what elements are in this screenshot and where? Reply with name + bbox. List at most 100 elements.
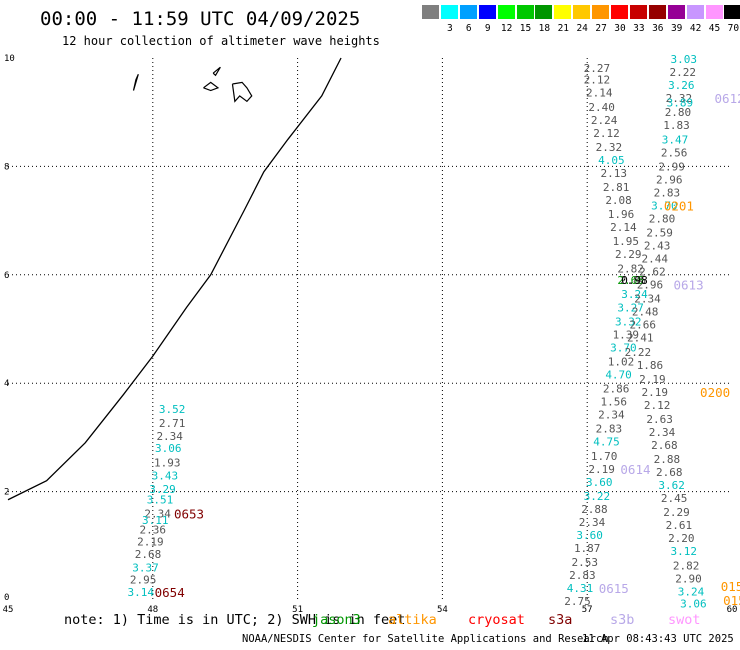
swh-value-label: 2.85 [620, 274, 647, 287]
lat-tick-label: 2 [4, 488, 9, 498]
swh-value-label: 2.90 [675, 572, 702, 585]
swh-value-label: 3.89 [667, 96, 694, 109]
swh-value-label: 3.06 [155, 442, 182, 455]
pass-time-marker: 0654 [155, 585, 185, 600]
pass-time-marker: 015 [723, 593, 740, 608]
swh-value-label: 2.34 [649, 426, 676, 439]
swh-value-label: 1.70 [591, 450, 618, 463]
swh-value-label: 2.32 [666, 92, 693, 105]
island-outline [203, 81, 220, 92]
legend-swatch [440, 5, 458, 19]
swh-value-label: 2.34 [144, 507, 171, 520]
pass-time-marker: 0200 [700, 385, 730, 400]
swh-value-label: 2.32 [596, 141, 623, 154]
swh-value-label: 3.24 [678, 585, 705, 598]
swh-value-label: 3.24 [621, 288, 648, 301]
swh-value-label: 3.22 [584, 490, 611, 503]
legend-label: 18 [538, 23, 551, 34]
swh-value-label: 2.53 [572, 556, 599, 569]
swh-value-label: 3.60 [586, 476, 613, 489]
swh-value-label: 3.70 [610, 341, 637, 354]
swh-value-label: 2.40 [588, 101, 615, 114]
swh-value-label: 1.39 [613, 328, 640, 341]
pass-time-marker: 0613 [674, 278, 704, 293]
swh-value-label: 1.86 [637, 359, 664, 372]
swh-value-label: 2.45 [661, 492, 688, 505]
swh-value-label: 2.12 [593, 127, 620, 140]
satellite-label: swot [668, 612, 701, 628]
legend-swatch [478, 5, 496, 19]
lon-tick-label: 51 [292, 605, 303, 615]
swh-value-label: 1.95 [613, 235, 640, 248]
swh-value-label: 2.83 [596, 423, 623, 436]
swh-value-label: 3.26 [668, 79, 695, 92]
swh-value-label: 2.22 [670, 66, 697, 79]
swh-value-label: 2.80 [665, 106, 692, 119]
swh-value-label: 2.66 [629, 319, 656, 332]
swh-value-label: 2.68 [135, 548, 162, 561]
lat-tick-label: 4 [4, 379, 9, 389]
swh-value-label: 2.14 [610, 221, 637, 234]
swh-value-label: 2.88 [581, 503, 608, 516]
swh-value-label: 2.86 [603, 383, 630, 396]
swh-value-label: 2.95 [130, 573, 157, 586]
legend-label: 33 [633, 23, 645, 34]
legend-swatch [422, 5, 439, 19]
swh-value-label: 2.12 [584, 74, 611, 87]
legend-swatch [705, 5, 723, 19]
pass-time-marker: 015 [721, 579, 740, 594]
swh-value-label: 3.52 [159, 403, 186, 416]
swh-value-label: 2.96 [656, 173, 683, 186]
legend-swatch [629, 5, 647, 19]
swh-value-label: 2.24 [591, 114, 618, 127]
satellite-label: cryosat [468, 612, 525, 628]
swh-value-label: 3.47 [662, 133, 689, 146]
pass-time-marker: 0612 [715, 91, 740, 106]
swh-value-label: 2.83 [569, 569, 596, 582]
island-outline [231, 81, 253, 103]
pass-time-marker: 0653 [174, 506, 204, 521]
legend-label: 9 [484, 23, 491, 34]
legend-swatch [497, 5, 515, 19]
swh-value-label: 3.03 [670, 53, 697, 66]
satellite-label: s3b [610, 612, 635, 628]
page-title: 00:00 - 11:59 UTC 04/09/2025 [40, 8, 361, 30]
swh-value-label: 2.68 [651, 439, 678, 452]
legend-label: 24 [576, 23, 588, 34]
swh-value-label: 3.62 [658, 479, 685, 492]
lon-tick-label: 45 [3, 605, 14, 615]
swh-value-label: 2.29 [615, 248, 642, 261]
swh-value-label: 2.29 [663, 506, 690, 519]
swh-value-label: 2.12 [644, 399, 671, 412]
swh-value-label: 1.56 [600, 396, 627, 409]
swh-value-label: 2.68 [656, 466, 683, 479]
swh-value-label: 1.93 [154, 456, 181, 469]
swh-value-label: 2.34 [634, 293, 661, 306]
swh-value-label: 2.82 [673, 559, 700, 572]
legend-label: 15 [519, 23, 532, 34]
swh-value-label: 3.06 [680, 597, 707, 610]
footer-timestamp: 11 Apr 08:43:43 UTC 2025 [582, 633, 734, 645]
swh-value-label: 1.83 [663, 119, 690, 132]
footer-credit: NOAA/NESDIS Center for Satellite Applica… [242, 633, 609, 645]
swh-value-label: 2.22 [625, 346, 652, 359]
swh-value-label: 2.83 [654, 186, 681, 199]
swh-value-label: 2.34 [156, 430, 183, 443]
legend-swatch [459, 5, 477, 19]
swh-value-label: 3.11 [142, 514, 169, 527]
swh-value-label: 2.99 [658, 160, 685, 173]
swh-value-label: 2.19 [639, 373, 666, 386]
legend-swatch [648, 5, 666, 19]
swh-value-label: 2.65 [617, 274, 644, 287]
pass-time-marker: 0615 [599, 581, 629, 596]
swh-value-label: 0.98 [621, 274, 648, 287]
swh-value-label: 2.63 [646, 413, 673, 426]
legend-label: 12 [500, 23, 513, 34]
legend-label: 70 [727, 23, 740, 34]
swh-value-label: 1.87 [574, 542, 601, 555]
swh-value-label: 3.37 [132, 561, 159, 574]
legend-label: 42 [689, 23, 702, 34]
legend-label: 21 [557, 23, 570, 34]
legend-swatch [686, 5, 704, 19]
